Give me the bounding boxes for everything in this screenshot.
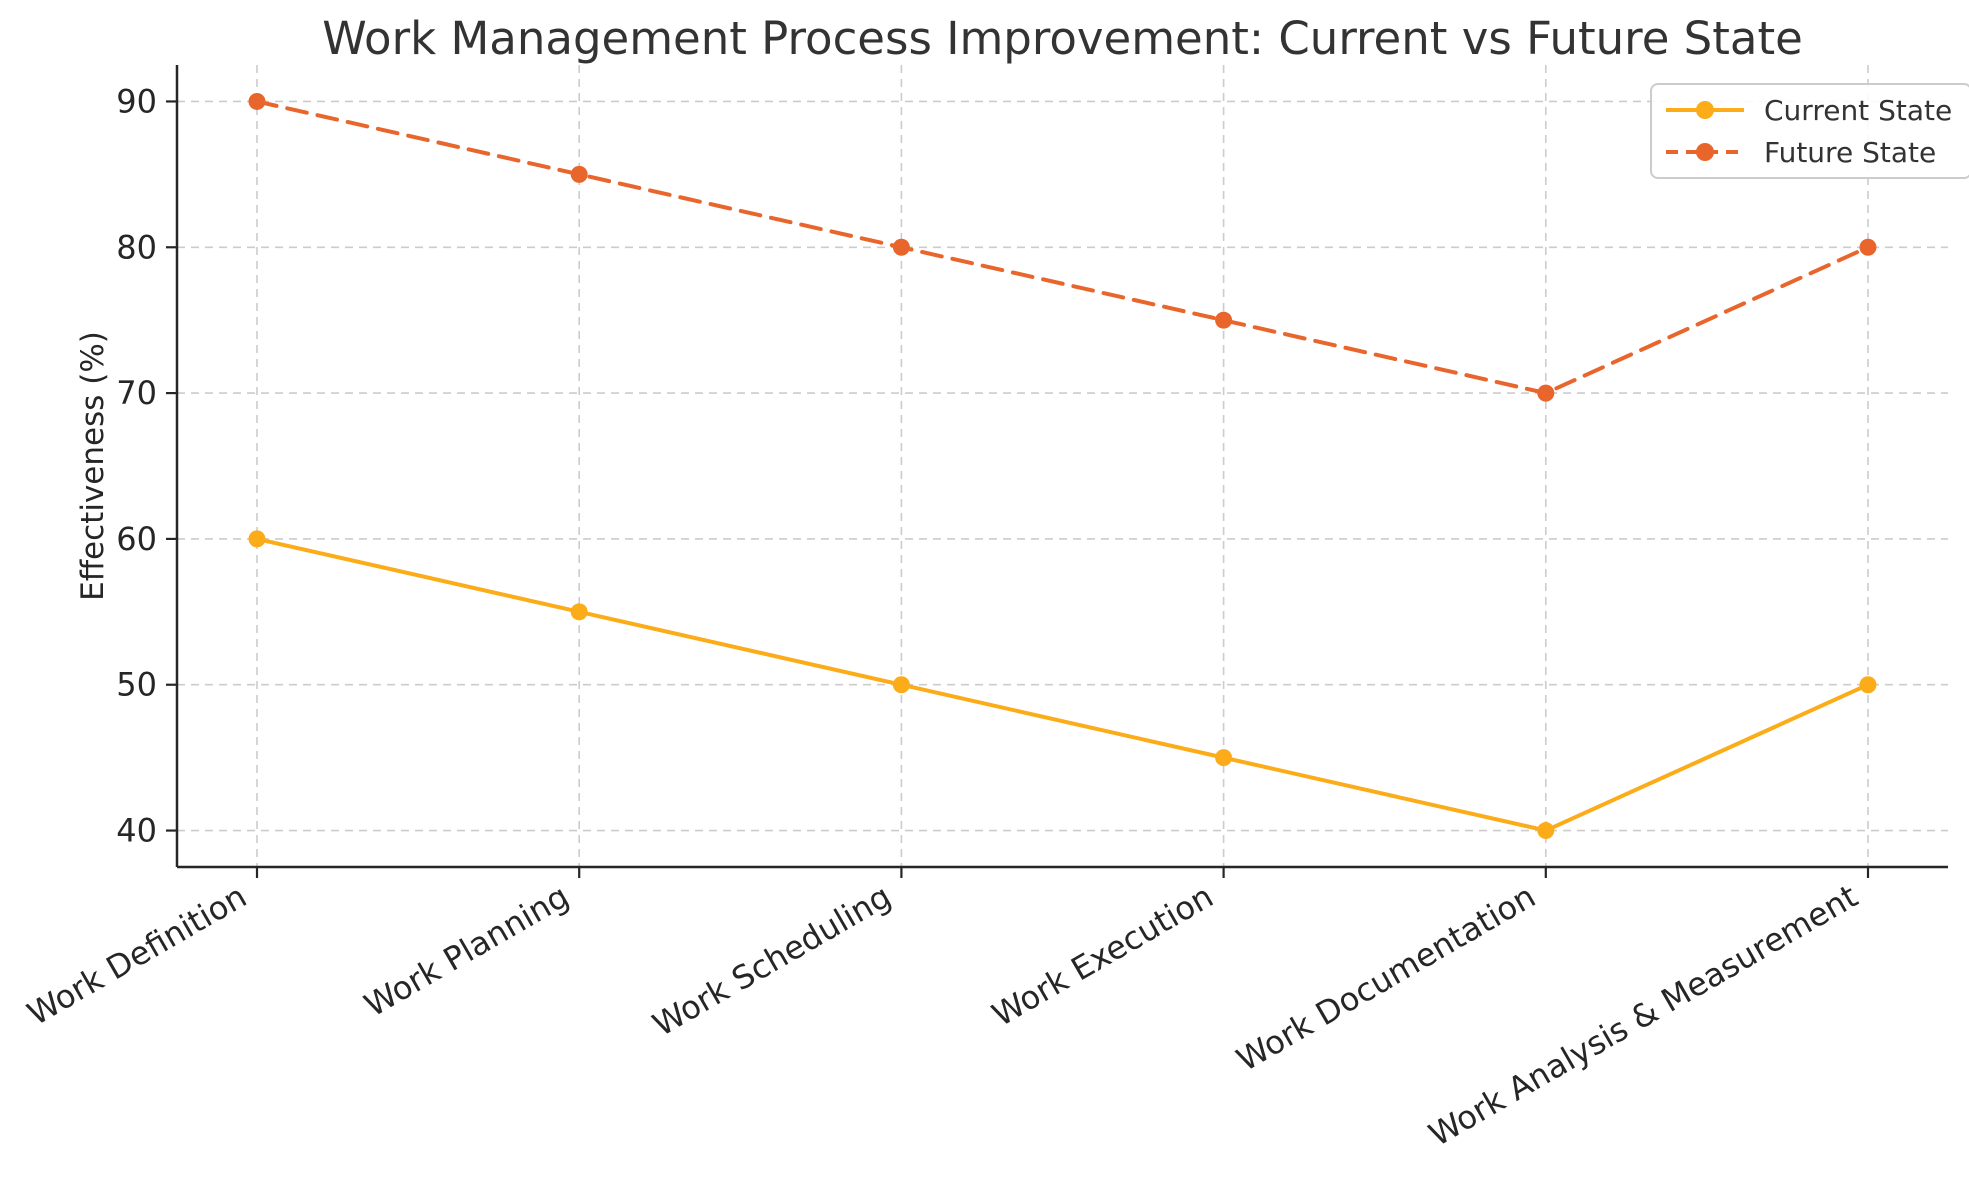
legend-label: Current State xyxy=(1764,93,1953,127)
y-tick-label: 50 xyxy=(116,666,157,704)
x-tick-label: Work Definition xyxy=(21,877,253,1033)
x-tick-label: Work Scheduling xyxy=(646,877,897,1044)
current-state-marker xyxy=(1215,749,1233,767)
current-state-marker xyxy=(892,676,910,694)
y-tick-label: 90 xyxy=(116,82,157,120)
current-state-marker xyxy=(248,530,266,548)
legend-label: Future State xyxy=(1764,135,1937,169)
legend-line-icon xyxy=(1666,143,1744,161)
y-tick-label: 70 xyxy=(116,374,157,412)
y-tick-label: 40 xyxy=(116,812,157,850)
future-state-marker xyxy=(1215,311,1233,329)
legend-line-icon xyxy=(1666,101,1744,119)
future-state-marker xyxy=(1859,238,1877,256)
y-tick-label: 80 xyxy=(116,228,157,266)
future-state-marker xyxy=(248,92,266,110)
legend-item-current-state: Current State xyxy=(1662,89,1952,131)
chart-title: Work Management Process Improvement: Cur… xyxy=(322,12,1803,65)
y-tick-label: 60 xyxy=(116,520,157,558)
future-state-marker xyxy=(892,238,910,256)
legend: Current State Future State xyxy=(1650,83,1969,179)
future-state-marker xyxy=(570,165,588,183)
future-state-marker xyxy=(1537,384,1555,402)
current-state-marker xyxy=(1537,822,1555,840)
x-tick-label: Work Planning xyxy=(358,877,575,1024)
current-state-line xyxy=(255,536,1870,833)
legend-item-future-state: Future State xyxy=(1662,131,1952,173)
x-tick-label: Work Documentation xyxy=(1230,877,1542,1079)
current-state-marker xyxy=(570,603,588,621)
x-tick-label: Work Execution xyxy=(986,877,1220,1034)
future-state-line xyxy=(255,99,1870,396)
current-state-marker xyxy=(1859,676,1877,694)
